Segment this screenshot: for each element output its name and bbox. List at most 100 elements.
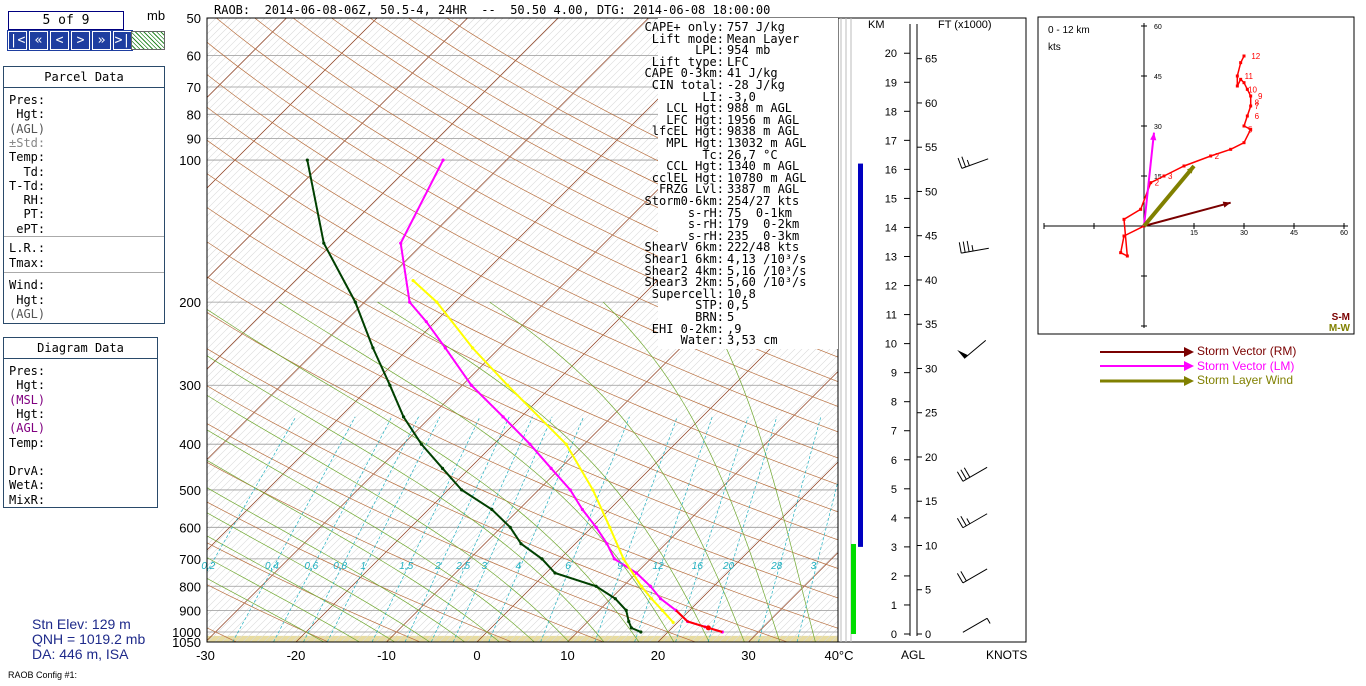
hodograph-height-label: 6 <box>1255 112 1260 121</box>
parameter-row: Lift mode: Mean Layer <box>652 33 838 45</box>
km-tick-label: 9 <box>891 368 897 380</box>
first-button[interactable]: |< <box>8 31 27 50</box>
hodograph-height-label: 3 <box>1168 172 1173 181</box>
mixing-ratio-label: 6 <box>565 561 571 572</box>
hodograph-point <box>1125 254 1129 258</box>
parameter-value: 26,7 °C <box>727 147 778 162</box>
cin-bar <box>851 543 856 634</box>
hatch-toggle-button[interactable] <box>131 31 165 50</box>
series-temperature-point <box>501 415 505 419</box>
parameter-label: s-rH: <box>687 205 724 220</box>
series-dewpoint-point <box>322 241 326 245</box>
kft-tick-label: 55 <box>925 142 937 154</box>
temperature-tick-label: 30 <box>741 648 755 663</box>
panel-row: T-Td: <box>9 178 46 193</box>
next-button[interactable]: > <box>71 31 90 50</box>
hatch-line <box>634 438 838 642</box>
km-tick-label: 11 <box>886 310 897 322</box>
hodograph-point <box>1235 74 1239 78</box>
parameter-value: 1956 m AGL <box>727 112 800 127</box>
height-panel-frame <box>837 17 1027 643</box>
parameter-row: MPL Hgt: 13032 m AGL <box>658 137 838 149</box>
parameter-label: CIN total: <box>651 78 724 92</box>
hatch-line <box>207 18 721 532</box>
moist-adiabat <box>207 487 466 642</box>
series-parcel-point <box>435 300 439 304</box>
parameter-label: LI: <box>702 89 724 104</box>
parameter-label: Shear3 2km: <box>644 275 724 290</box>
parameter-row: LPL: 954 mb <box>658 44 838 56</box>
legend-arrowhead <box>1184 361 1194 372</box>
parameter-value: 954 mb <box>727 43 771 58</box>
panel-row: L.R.: <box>9 241 46 255</box>
hatch-line <box>207 18 392 203</box>
series-temperature-point <box>634 571 639 575</box>
hatch-line <box>207 18 553 364</box>
parameter-label: MPL Hgt: <box>666 136 724 150</box>
fast-back-button[interactable]: « <box>29 31 48 50</box>
temperature-tick-label: -20 <box>287 648 306 663</box>
hatch-line <box>0 18 76 642</box>
series-dewpoint-point <box>388 383 392 387</box>
km-tick-label: 8 <box>891 397 897 409</box>
parameter-value: 9838 m AGL <box>727 124 800 139</box>
hatch-line <box>0 18 195 642</box>
wind-barb-flag <box>957 157 963 169</box>
series-dewpoint-point <box>401 415 406 419</box>
parameter-value: 254/27 kts <box>727 194 800 208</box>
panel-row: RH: <box>9 193 46 208</box>
dry-adiabat <box>292 18 838 311</box>
parameter-label: CCL Hgt: <box>666 159 724 174</box>
hodograph-vector-head <box>1150 132 1157 141</box>
kft-tick-label: 35 <box>925 319 937 331</box>
mixing-ratio-label: 0,8 <box>333 561 347 572</box>
legend-label: Storm Vector (LM) <box>1197 358 1295 373</box>
hatch-line <box>207 18 448 259</box>
surface-segment <box>675 609 723 633</box>
panel-row: (AGL) <box>9 307 46 321</box>
mixing-ratio-line <box>796 479 838 642</box>
wind-barb-shaft <box>961 247 989 254</box>
hodograph-height-label: 12 <box>1251 52 1260 61</box>
mixing-ratio-label: 0,2 <box>201 561 215 572</box>
parameter-label: Shear2 4km: <box>644 263 724 278</box>
config-label: RAOB Config #1: <box>8 670 78 680</box>
hatch-line <box>725 529 838 642</box>
series-dewpoint-point <box>639 630 643 634</box>
series-temperature-point <box>568 488 572 492</box>
mixing-ratio-label: 20 <box>722 561 735 572</box>
hatch-line <box>207 18 672 483</box>
series-dewpoint-point <box>419 442 424 446</box>
km-tick-label: 20 <box>885 48 897 60</box>
hatch-line <box>0 18 167 642</box>
last-button[interactable]: >| <box>113 31 132 50</box>
wind-barb-pennant <box>957 349 969 359</box>
series-dewpoint-point <box>613 597 617 601</box>
station-info: Stn Elev: 129 m QNH = 1019.2 mb DA: 446 … <box>32 617 145 662</box>
previous-button[interactable]: < <box>50 31 69 50</box>
kft-tick-label: 10 <box>925 540 937 552</box>
hodograph-unit: kts <box>1048 42 1061 53</box>
hatch-line <box>207 18 686 497</box>
moist-adiabat <box>207 355 605 642</box>
hatch-line <box>571 375 838 642</box>
hatch-line <box>326 130 838 642</box>
hodograph-point <box>1122 234 1126 238</box>
hatch-line <box>564 368 838 642</box>
moist-adiabat <box>207 557 360 642</box>
hatch-line <box>207 18 357 168</box>
hatch-line <box>0 18 174 642</box>
kft-tick-label: 5 <box>925 585 931 597</box>
isotherm <box>0 18 106 642</box>
fast-forward-button[interactable]: » <box>92 31 111 50</box>
surface-marker <box>705 625 711 631</box>
hodograph-vector-head <box>1222 201 1231 208</box>
parameter-label: lfcEL Hgt: <box>651 124 724 139</box>
hatch-line <box>0 18 111 642</box>
hatch-line <box>207 18 525 336</box>
mixing-ratio-line <box>452 416 553 642</box>
legend-item: Storm Layer Wind <box>1100 373 1293 387</box>
hatch-line <box>0 18 146 642</box>
parameter-row: LI: -3,0 <box>658 91 838 103</box>
